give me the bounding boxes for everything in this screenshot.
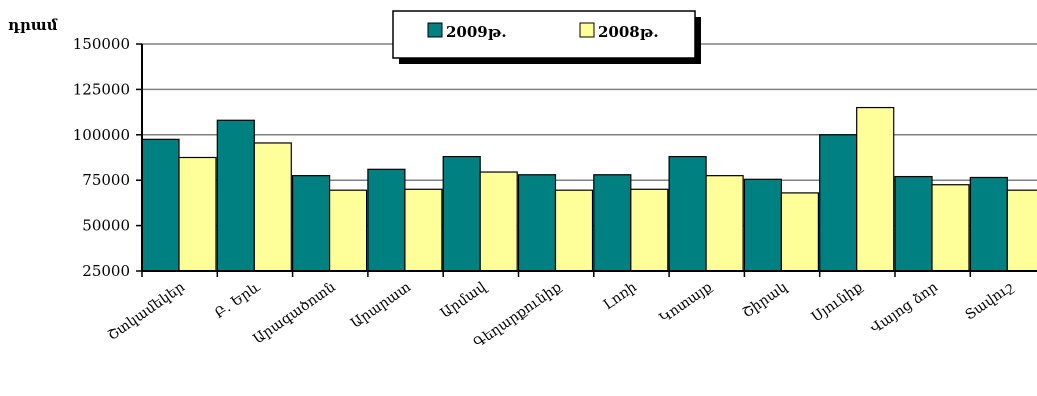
legend-swatch-2009 — [427, 22, 443, 38]
bar-2008-6 — [630, 188, 669, 272]
bar-2008-10 — [931, 184, 970, 272]
bar-2008-9 — [856, 106, 895, 272]
bar-2009-10 — [894, 175, 933, 272]
x-tick-label: Լոռի — [600, 279, 639, 313]
y-axis-unit-label: դրամ — [8, 16, 58, 34]
y-tick-labels: 25000 50000 75000 100000 125000 150000 — [73, 35, 130, 280]
legend-box — [392, 10, 696, 59]
bar-2008-2 — [329, 189, 368, 272]
bar-2009-7 — [668, 155, 707, 272]
bar-2009-8 — [743, 178, 783, 272]
bar-2009-6 — [593, 174, 632, 272]
y-tick-label: 25000 — [82, 262, 130, 280]
bar-2008-11 — [1006, 189, 1037, 272]
bar-2008-7 — [705, 175, 744, 272]
y-tick-label: 150000 — [73, 35, 130, 53]
bar-2008-1 — [253, 142, 292, 272]
bar-2008-4 — [479, 171, 518, 272]
x-tick-label: Արմավ — [438, 278, 490, 321]
x-tick-label: Տավուշ — [962, 279, 1016, 324]
x-tick-label: Կոտայք — [657, 279, 715, 326]
y-tick-label: 100000 — [73, 126, 130, 144]
y-tick-label: 75000 — [82, 171, 130, 189]
x-tick-label: Սյունիք — [809, 279, 866, 325]
x-tick-label: Շիրակ — [740, 279, 791, 321]
bar-2008-5 — [554, 189, 594, 272]
bar-2009-1 — [216, 119, 255, 272]
bar-2009-2 — [292, 175, 331, 272]
bar-2008-0 — [178, 156, 217, 272]
bar-2009-0 — [141, 138, 180, 272]
bar-2009-3 — [367, 168, 406, 272]
y-tick-label: 50000 — [82, 217, 130, 235]
x-tick-label: Շտկամեկեր — [105, 279, 188, 344]
x-tick-label: Արագածոտն — [251, 279, 339, 347]
bar-2009-11 — [969, 176, 1008, 272]
bars — [141, 106, 1037, 272]
legend-swatch-2008 — [579, 22, 595, 38]
y-tick-label: 125000 — [73, 80, 130, 98]
legend-label-2008: 2008թ. — [598, 23, 659, 41]
x-tick-label: Արարատ — [348, 279, 414, 332]
bar-2009-5 — [517, 174, 557, 272]
x-tick-label: Բ. Երև — [212, 279, 264, 322]
legend-label-2009: 2009թ. — [446, 23, 507, 41]
bar-2009-4 — [442, 155, 481, 272]
axes — [136, 43, 1037, 277]
bar-2008-3 — [404, 188, 443, 272]
bar-2009-9 — [819, 134, 858, 272]
x-tick-label: Վայոց ձոր — [868, 279, 941, 337]
legend: 2009թ. 2008թ. — [392, 10, 701, 64]
bar-2008-8 — [780, 192, 820, 272]
